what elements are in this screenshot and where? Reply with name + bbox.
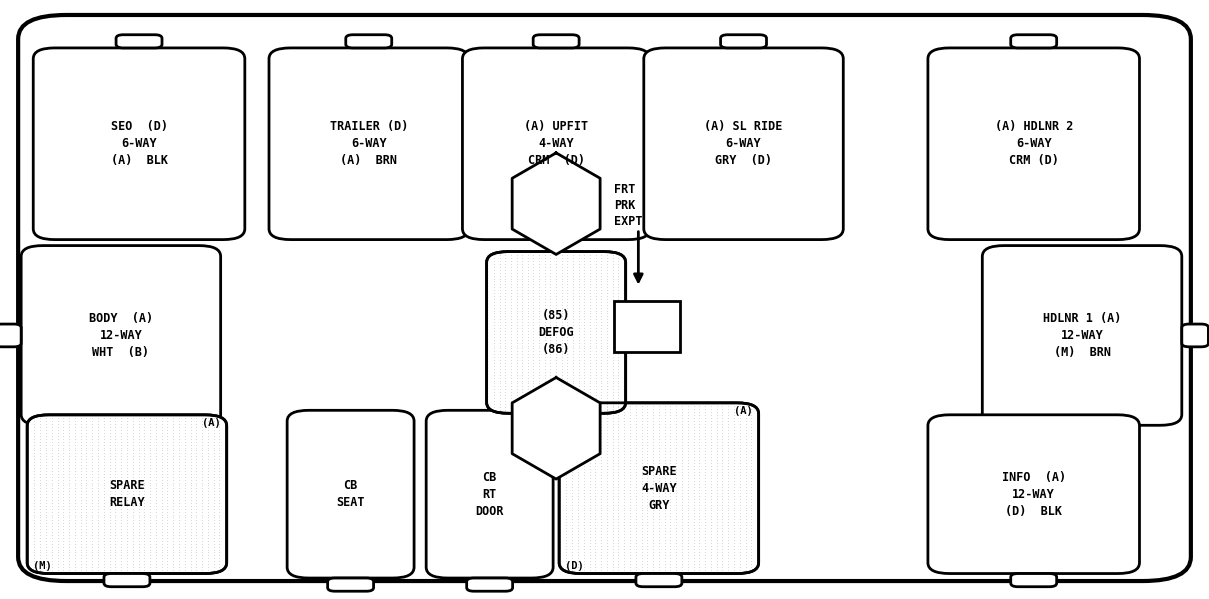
Text: CB
SEAT: CB SEAT — [336, 479, 365, 509]
Bar — [613, 301, 679, 352]
Text: (A) HDLNR 2
6-WAY
CRM (D): (A) HDLNR 2 6-WAY CRM (D) — [995, 120, 1072, 167]
FancyBboxPatch shape — [636, 574, 682, 587]
FancyBboxPatch shape — [1011, 574, 1057, 587]
FancyBboxPatch shape — [104, 574, 150, 587]
Text: (85)
DEFOG
(86): (85) DEFOG (86) — [538, 309, 574, 356]
FancyBboxPatch shape — [116, 35, 162, 48]
FancyBboxPatch shape — [0, 324, 21, 347]
Text: (D): (D) — [565, 561, 584, 570]
FancyBboxPatch shape — [18, 15, 1191, 581]
FancyBboxPatch shape — [268, 48, 468, 240]
FancyBboxPatch shape — [467, 578, 513, 591]
FancyBboxPatch shape — [27, 415, 226, 574]
FancyBboxPatch shape — [533, 35, 579, 48]
Text: INFO  (A)
12-WAY
(D)  BLK: INFO (A) 12-WAY (D) BLK — [1001, 471, 1066, 518]
Text: SPARE
4-WAY
GRY: SPARE 4-WAY GRY — [641, 465, 677, 512]
FancyBboxPatch shape — [328, 578, 374, 591]
Text: (A): (A) — [202, 418, 220, 428]
Text: CB
RT
DOOR: CB RT DOOR — [475, 471, 504, 518]
FancyBboxPatch shape — [34, 48, 244, 240]
Text: SEO  (D)
6-WAY
(A)  BLK: SEO (D) 6-WAY (A) BLK — [110, 120, 168, 167]
Text: FRT
PRK
EXPT: FRT PRK EXPT — [614, 183, 643, 228]
Text: SPARE
RELAY: SPARE RELAY — [109, 479, 145, 509]
Text: BODY  (A)
12-WAY
WHT  (B): BODY (A) 12-WAY WHT (B) — [88, 312, 154, 359]
FancyBboxPatch shape — [559, 403, 759, 574]
FancyBboxPatch shape — [346, 35, 392, 48]
FancyBboxPatch shape — [1011, 35, 1057, 48]
FancyBboxPatch shape — [721, 35, 767, 48]
FancyBboxPatch shape — [462, 48, 649, 240]
FancyBboxPatch shape — [643, 48, 843, 240]
Text: TRAILER (D)
6-WAY
(A)  BRN: TRAILER (D) 6-WAY (A) BRN — [330, 120, 407, 167]
Text: (M): (M) — [33, 561, 52, 570]
FancyBboxPatch shape — [21, 246, 220, 425]
FancyBboxPatch shape — [287, 410, 413, 578]
FancyBboxPatch shape — [1181, 324, 1208, 347]
FancyBboxPatch shape — [982, 246, 1181, 425]
FancyBboxPatch shape — [927, 415, 1139, 574]
Text: (A) UPFIT
4-WAY
CRM  (D): (A) UPFIT 4-WAY CRM (D) — [523, 120, 589, 167]
Polygon shape — [513, 377, 600, 479]
FancyBboxPatch shape — [426, 410, 553, 578]
Text: (A): (A) — [734, 406, 752, 416]
Text: HDLNR 1 (A)
12-WAY
(M)  BRN: HDLNR 1 (A) 12-WAY (M) BRN — [1043, 312, 1121, 359]
FancyBboxPatch shape — [486, 252, 626, 413]
FancyBboxPatch shape — [927, 48, 1139, 240]
Text: (A) SL RIDE
6-WAY
GRY  (D): (A) SL RIDE 6-WAY GRY (D) — [705, 120, 782, 167]
Polygon shape — [513, 153, 600, 255]
